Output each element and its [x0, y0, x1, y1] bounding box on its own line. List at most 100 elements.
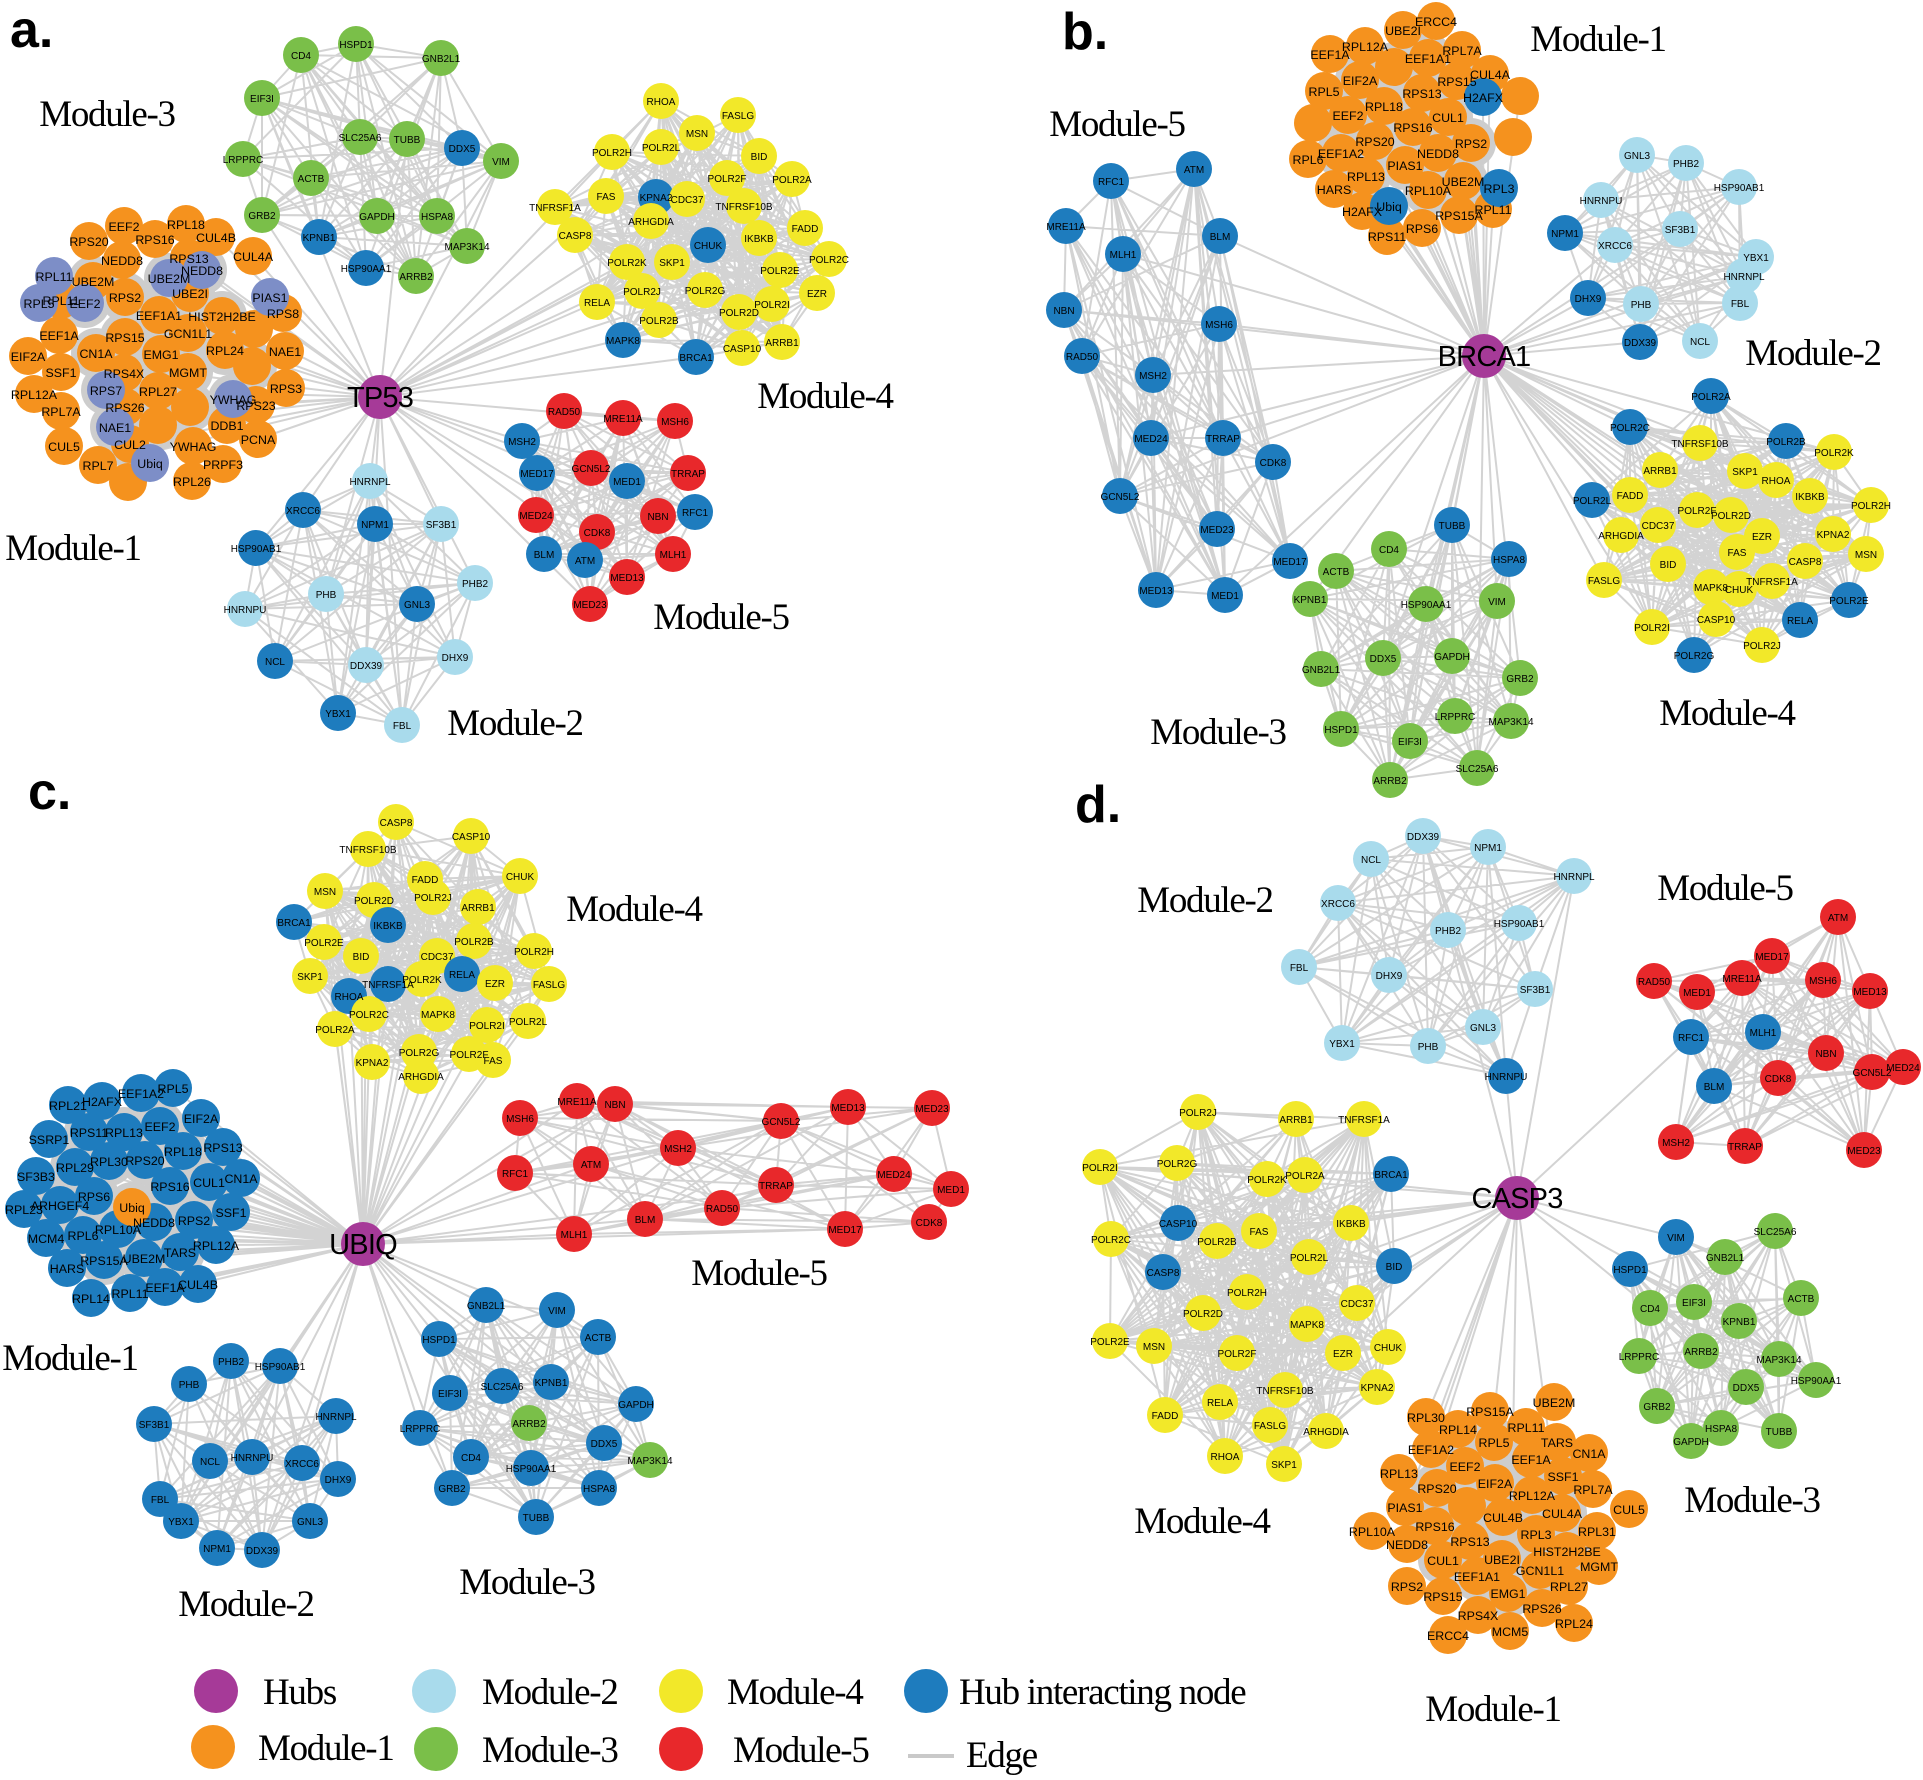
- svg-text:GCN1L1: GCN1L1: [164, 327, 212, 341]
- svg-text:TUBB: TUBB: [1766, 1427, 1793, 1438]
- svg-text:RAD50: RAD50: [706, 1204, 739, 1215]
- svg-text:EMG1: EMG1: [143, 348, 178, 362]
- svg-text:RPS13: RPS13: [1402, 87, 1441, 101]
- svg-text:EEF1A2: EEF1A2: [1318, 147, 1364, 161]
- svg-text:TRRAP: TRRAP: [1206, 434, 1240, 445]
- svg-text:NEDD8: NEDD8: [101, 254, 143, 268]
- svg-text:TNFRSF1A: TNFRSF1A: [1746, 577, 1798, 588]
- svg-text:RELA: RELA: [449, 970, 475, 981]
- svg-text:DHX9: DHX9: [442, 653, 469, 664]
- svg-text:MAP3K14: MAP3K14: [444, 242, 489, 253]
- svg-text:CASP8: CASP8: [380, 818, 413, 829]
- svg-text:RFC1: RFC1: [682, 508, 709, 519]
- svg-text:FBL: FBL: [151, 1495, 170, 1506]
- svg-text:CUL4B: CUL4B: [1483, 1511, 1523, 1525]
- svg-text:RAD50: RAD50: [548, 407, 581, 418]
- svg-text:c.: c.: [28, 763, 71, 821]
- svg-text:MSH2: MSH2: [508, 437, 536, 448]
- svg-text:POLR2A: POLR2A: [1285, 1171, 1325, 1182]
- svg-text:EIF2A: EIF2A: [11, 350, 46, 364]
- svg-text:Hub interacting node: Hub interacting node: [959, 1672, 1246, 1713]
- svg-text:SKP1: SKP1: [1732, 467, 1758, 478]
- svg-text:RPL12A: RPL12A: [193, 1239, 240, 1253]
- svg-text:POLR2D: POLR2D: [1183, 1309, 1223, 1320]
- svg-text:CDC37: CDC37: [671, 195, 704, 206]
- svg-text:RPS6: RPS6: [1406, 222, 1438, 236]
- svg-text:SKP1: SKP1: [659, 258, 685, 269]
- svg-text:RPS3: RPS3: [270, 382, 302, 396]
- svg-text:CASP10: CASP10: [1159, 1219, 1198, 1230]
- svg-text:UBE2M: UBE2M: [123, 1252, 166, 1266]
- svg-text:ARHGDIA: ARHGDIA: [398, 1072, 444, 1083]
- svg-text:RPL11: RPL11: [43, 294, 80, 308]
- svg-text:BID: BID: [1660, 560, 1677, 571]
- svg-text:POLR2G: POLR2G: [399, 1048, 440, 1059]
- svg-text:POLR2A: POLR2A: [315, 1025, 355, 1036]
- svg-text:UBE2I: UBE2I: [1385, 24, 1421, 38]
- svg-text:Module-3: Module-3: [1150, 712, 1286, 753]
- svg-text:SF3B1: SF3B1: [1520, 985, 1551, 996]
- svg-text:RPL13: RPL13: [105, 1126, 143, 1140]
- svg-text:BLM: BLM: [534, 550, 555, 561]
- svg-text:RPL11: RPL11: [1508, 1421, 1545, 1435]
- svg-text:CD4: CD4: [291, 51, 311, 62]
- svg-text:TUBB: TUBB: [523, 1513, 550, 1524]
- svg-text:RPL12A: RPL12A: [11, 388, 58, 402]
- svg-text:MAPK8: MAPK8: [1290, 1320, 1324, 1331]
- svg-text:RPL5: RPL5: [24, 297, 55, 311]
- svg-text:GCN5L2: GCN5L2: [1853, 1068, 1892, 1079]
- svg-text:CDK8: CDK8: [1765, 1074, 1792, 1085]
- svg-text:LRPPRC: LRPPRC: [1619, 1352, 1660, 1363]
- svg-text:NBN: NBN: [1053, 306, 1074, 317]
- svg-text:POLR2B: POLR2B: [454, 937, 494, 948]
- svg-text:CDK8: CDK8: [1260, 458, 1287, 469]
- svg-text:RPL23: RPL23: [5, 1203, 43, 1217]
- svg-text:GRB2: GRB2: [438, 1484, 466, 1495]
- svg-text:RPL6: RPL6: [68, 1229, 99, 1243]
- svg-text:CHUK: CHUK: [1725, 585, 1754, 596]
- svg-text:b.: b.: [1062, 3, 1108, 61]
- svg-text:SLC25A6: SLC25A6: [1456, 764, 1499, 775]
- svg-text:HSPA8: HSPA8: [1493, 555, 1525, 566]
- svg-text:MED17: MED17: [1273, 557, 1307, 568]
- svg-text:Module-1: Module-1: [1530, 19, 1666, 60]
- svg-text:RPL29: RPL29: [56, 1161, 94, 1175]
- svg-text:SF3B1: SF3B1: [1665, 225, 1696, 236]
- svg-text:RELA: RELA: [1787, 616, 1813, 627]
- svg-text:DDX39: DDX39: [350, 661, 383, 672]
- svg-text:ARHGEF4: ARHGEF4: [31, 1199, 90, 1213]
- svg-text:GAPDH: GAPDH: [618, 1400, 654, 1411]
- svg-text:Module-4: Module-4: [757, 376, 893, 417]
- svg-text:RPS16: RPS16: [150, 1180, 189, 1194]
- svg-text:MAP3K14: MAP3K14: [1488, 717, 1533, 728]
- svg-text:CUL2: CUL2: [114, 438, 146, 452]
- svg-text:Ubiq: Ubiq: [1376, 200, 1402, 214]
- svg-text:CUL4A: CUL4A: [1542, 1507, 1583, 1521]
- svg-text:IKBKB: IKBKB: [1795, 492, 1825, 503]
- svg-text:EEF2: EEF2: [145, 1120, 176, 1134]
- svg-text:XRCC6: XRCC6: [1598, 241, 1632, 252]
- svg-text:ARHGDIA: ARHGDIA: [1598, 531, 1644, 542]
- svg-text:DDX39: DDX39: [246, 1546, 279, 1557]
- svg-text:NPM1: NPM1: [1474, 843, 1502, 854]
- svg-text:HNRNPU: HNRNPU: [1485, 1072, 1528, 1083]
- svg-text:CD4: CD4: [1640, 1304, 1660, 1315]
- svg-text:CUL1: CUL1: [193, 1176, 225, 1190]
- svg-text:POLR2H: POLR2H: [1227, 1288, 1267, 1299]
- svg-text:FAS: FAS: [597, 192, 616, 203]
- svg-text:POLR2I: POLR2I: [1634, 623, 1670, 634]
- svg-text:RPL30: RPL30: [90, 1155, 128, 1169]
- svg-text:MSH6: MSH6: [661, 417, 689, 428]
- svg-text:MRE11A: MRE11A: [1722, 974, 1762, 985]
- svg-text:MAP3K14: MAP3K14: [627, 1456, 672, 1467]
- svg-text:SF3B1: SF3B1: [426, 520, 457, 531]
- svg-text:NEDD8: NEDD8: [181, 264, 223, 278]
- svg-text:KPNA2: KPNA2: [1817, 530, 1850, 541]
- svg-text:KPNA2: KPNA2: [1361, 1383, 1394, 1394]
- svg-text:EEF1A1: EEF1A1: [1405, 52, 1451, 66]
- svg-text:RPS13: RPS13: [203, 1141, 242, 1155]
- svg-text:Module-2: Module-2: [482, 1672, 618, 1713]
- svg-text:POLR2C: POLR2C: [1610, 423, 1650, 434]
- svg-text:IKBKB: IKBKB: [373, 921, 403, 932]
- svg-text:FADD: FADD: [1152, 1411, 1179, 1422]
